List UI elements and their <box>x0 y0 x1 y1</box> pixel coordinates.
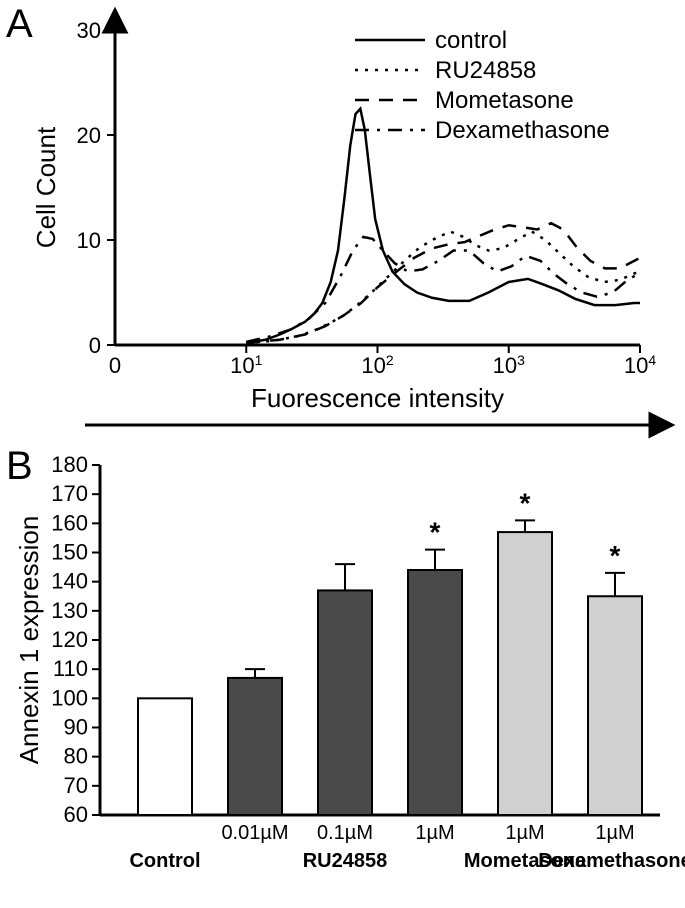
svg-text:60: 60 <box>64 802 88 827</box>
svg-text:130: 130 <box>51 598 88 623</box>
svg-text:104: 104 <box>624 352 656 378</box>
svg-text:101: 101 <box>230 352 262 378</box>
svg-text:Dexamethasone: Dexamethasone <box>435 117 610 144</box>
svg-text:Dexamethasone: Dexamethasone <box>538 850 685 872</box>
svg-text:140: 140 <box>51 569 88 594</box>
svg-text:30: 30 <box>77 18 101 43</box>
svg-text:control: control <box>435 27 507 54</box>
panel-b-chart: 60 70 80 90 100 110 120 130 140 150 160 170 180 Annex… <box>0 445 685 908</box>
svg-text:Control: Control <box>129 850 200 872</box>
svg-text:RU24858: RU24858 <box>435 57 536 84</box>
svg-text:120: 120 <box>51 627 88 652</box>
svg-text:Fuorescence intensity: Fuorescence intensity <box>251 383 504 413</box>
svg-text:70: 70 <box>64 773 88 798</box>
svg-text:0: 0 <box>109 353 121 378</box>
svg-text:20: 20 <box>77 123 101 148</box>
svg-text:*: * <box>430 517 441 548</box>
svg-text:80: 80 <box>64 744 88 769</box>
svg-text:103: 103 <box>493 352 525 378</box>
svg-text:10: 10 <box>77 228 101 253</box>
svg-text:1µM: 1µM <box>505 822 544 844</box>
svg-text:102: 102 <box>361 352 393 378</box>
svg-text:RU24858: RU24858 <box>303 850 388 872</box>
svg-text:150: 150 <box>51 540 88 565</box>
svg-text:Mometasone: Mometasone <box>435 87 574 114</box>
svg-text:1µM: 1µM <box>415 822 454 844</box>
svg-text:1µM: 1µM <box>595 822 634 844</box>
svg-text:*: * <box>610 540 621 571</box>
figure-panel: A 01020300101102103104Fuorescence intens… <box>0 0 685 908</box>
svg-text:90: 90 <box>64 715 88 740</box>
svg-text:Annexin 1 expression: Annexin 1 expression <box>14 516 44 765</box>
svg-text:0.1µM: 0.1µM <box>317 822 373 844</box>
svg-text:0.01µM: 0.01µM <box>221 822 288 844</box>
svg-text:170: 170 <box>51 481 88 506</box>
svg-text:110: 110 <box>53 656 88 681</box>
svg-text:0: 0 <box>89 333 101 358</box>
svg-text:*: * <box>520 487 531 518</box>
svg-text:100: 100 <box>51 685 88 710</box>
svg-text:Cell Count: Cell Count <box>31 126 61 248</box>
svg-text:160: 160 <box>51 510 88 535</box>
panel-a-chart: 0 10 20 30 0 101 102 103 104 Fuorescence intensit… <box>0 0 685 445</box>
svg-text:180: 180 <box>51 452 88 477</box>
